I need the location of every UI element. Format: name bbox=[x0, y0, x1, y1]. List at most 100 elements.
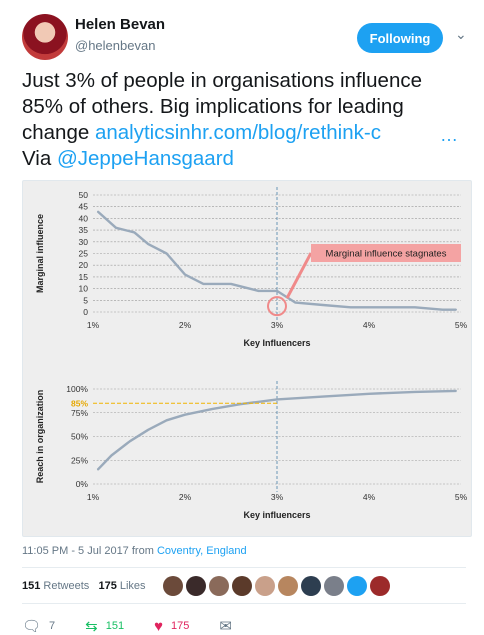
reply-icon: 🗨 bbox=[22, 618, 42, 635]
retweet-button[interactable]: ⇆ 151 bbox=[85, 617, 124, 635]
x-tick-label: 3% bbox=[271, 320, 284, 330]
liker-avatar[interactable] bbox=[324, 576, 344, 596]
liker-avatar[interactable] bbox=[301, 576, 321, 596]
y-tick-label: 50 bbox=[79, 190, 89, 200]
x-tick-label: 4% bbox=[363, 492, 376, 502]
data-point bbox=[276, 290, 278, 292]
y-tick-label: 40 bbox=[79, 213, 89, 223]
y-tick-label: 100% bbox=[66, 384, 88, 394]
y-axis-label: Reach in organization bbox=[35, 390, 45, 484]
data-point bbox=[147, 429, 149, 431]
retweet-count[interactable]: 151 bbox=[22, 580, 41, 592]
liker-avatar[interactable] bbox=[255, 576, 275, 596]
liker-avatar[interactable] bbox=[347, 576, 367, 596]
user-handle[interactable]: @helenbevan bbox=[75, 38, 156, 53]
data-point bbox=[184, 273, 186, 276]
via-label: Via bbox=[22, 147, 52, 170]
like-count[interactable]: 175 bbox=[98, 580, 117, 592]
reply-button[interactable]: 🗨 7 bbox=[22, 617, 55, 635]
data-point bbox=[414, 391, 416, 393]
tweet-actions: 🗨 7 ⇆ 151 ♥ 175 ✉ bbox=[22, 617, 262, 635]
data-point bbox=[350, 306, 352, 308]
data-point bbox=[455, 390, 457, 392]
tweet-text: Just 3% of people in organisations influ… bbox=[22, 68, 466, 172]
y-tick-label: 25 bbox=[79, 249, 89, 259]
y-tick-label: 0% bbox=[76, 479, 89, 489]
retweets-label[interactable]: Retweets bbox=[43, 580, 90, 592]
message-button[interactable]: ✉ bbox=[219, 617, 232, 635]
chevron-down-icon[interactable]: ⌄ bbox=[455, 26, 467, 42]
tweet-link[interactable]: analyticsinhr.com/blog/rethink-c bbox=[94, 121, 381, 144]
liker-avatar[interactable] bbox=[163, 576, 183, 596]
x-tick-label: 1% bbox=[87, 492, 100, 502]
divider bbox=[22, 567, 466, 568]
y-tick-label: 50% bbox=[71, 432, 88, 442]
x-tick-label: 2% bbox=[179, 320, 192, 330]
data-point bbox=[110, 454, 112, 457]
data-point bbox=[294, 302, 296, 304]
data-point bbox=[368, 393, 370, 395]
liker-avatar[interactable] bbox=[209, 576, 229, 596]
x-tick-label: 3% bbox=[271, 492, 284, 502]
location-link[interactable]: Coventry, England bbox=[156, 545, 247, 557]
data-point bbox=[129, 440, 131, 442]
data-point bbox=[230, 283, 232, 285]
link-ellipsis[interactable]: … bbox=[440, 125, 458, 145]
data-point bbox=[97, 210, 99, 212]
from-label: from bbox=[131, 545, 154, 557]
y-tick-label: 45 bbox=[79, 202, 89, 212]
data-point bbox=[322, 304, 324, 306]
tweet-image[interactable]: 0 5 10 15 20 25 30 35 40 45 50 1% 2% 3% 4% 5% Key Influe… bbox=[22, 180, 472, 537]
y-tick-label: 25% bbox=[71, 455, 88, 465]
x-axis-label: Key influencers bbox=[243, 510, 310, 520]
following-button[interactable]: Following bbox=[357, 23, 443, 53]
data-point bbox=[97, 469, 99, 471]
annotation-box bbox=[311, 244, 461, 262]
liker-avatars bbox=[163, 576, 390, 596]
y-tick-label: 35 bbox=[79, 225, 89, 235]
likes-label[interactable]: Likes bbox=[119, 580, 146, 592]
liker-avatar[interactable] bbox=[370, 576, 390, 596]
data-point bbox=[166, 419, 168, 421]
data-point bbox=[212, 408, 214, 410]
highlight-tick-label: 85% bbox=[71, 398, 88, 408]
y-tick-label: 0 bbox=[83, 307, 88, 317]
like-button[interactable]: ♥ 175 bbox=[154, 618, 189, 635]
retweet-action-count: 151 bbox=[105, 620, 125, 632]
data-point bbox=[147, 243, 149, 245]
user-name[interactable]: Helen Bevan bbox=[75, 16, 166, 33]
retweet-icon: ⇆ bbox=[85, 618, 98, 635]
y-axis-label: Marginal influence bbox=[35, 214, 45, 293]
liker-avatar[interactable] bbox=[232, 576, 252, 596]
data-point bbox=[258, 290, 260, 292]
x-axis-label: Key Influencers bbox=[243, 338, 310, 348]
y-tick-label: 5 bbox=[83, 295, 88, 305]
x-tick-label: 1% bbox=[87, 320, 100, 330]
data-point bbox=[442, 309, 444, 311]
avatar[interactable] bbox=[22, 14, 68, 60]
liker-avatar[interactable] bbox=[186, 576, 206, 596]
tweet-body: Just 3% of people in organisations influ… bbox=[22, 69, 423, 144]
data-point bbox=[368, 306, 370, 308]
mention-link[interactable]: @JeppeHansgaard bbox=[56, 147, 234, 170]
data-point bbox=[239, 403, 241, 405]
data-point bbox=[414, 306, 416, 308]
x-tick-label: 5% bbox=[455, 320, 468, 330]
y-tick-label: 15 bbox=[79, 272, 89, 282]
divider bbox=[22, 603, 466, 604]
highlight-circle bbox=[267, 296, 287, 317]
data-point bbox=[166, 252, 168, 255]
y-tick-label: 30 bbox=[79, 237, 89, 247]
tweet-meta: 11:05 PM - 5 Jul 2017 from Coventry, Eng… bbox=[22, 545, 247, 557]
tweet-stats: 151 Retweets 175 Likes bbox=[22, 580, 146, 592]
like-action-count: 175 bbox=[171, 620, 190, 632]
timestamp[interactable]: 11:05 PM - 5 Jul 2017 bbox=[22, 545, 129, 557]
data-point bbox=[202, 283, 204, 285]
data-point bbox=[322, 396, 324, 398]
data-point bbox=[455, 309, 457, 311]
data-point bbox=[276, 398, 278, 401]
liker-avatar[interactable] bbox=[278, 576, 298, 596]
data-point bbox=[133, 231, 135, 234]
envelope-icon: ✉ bbox=[219, 618, 232, 635]
